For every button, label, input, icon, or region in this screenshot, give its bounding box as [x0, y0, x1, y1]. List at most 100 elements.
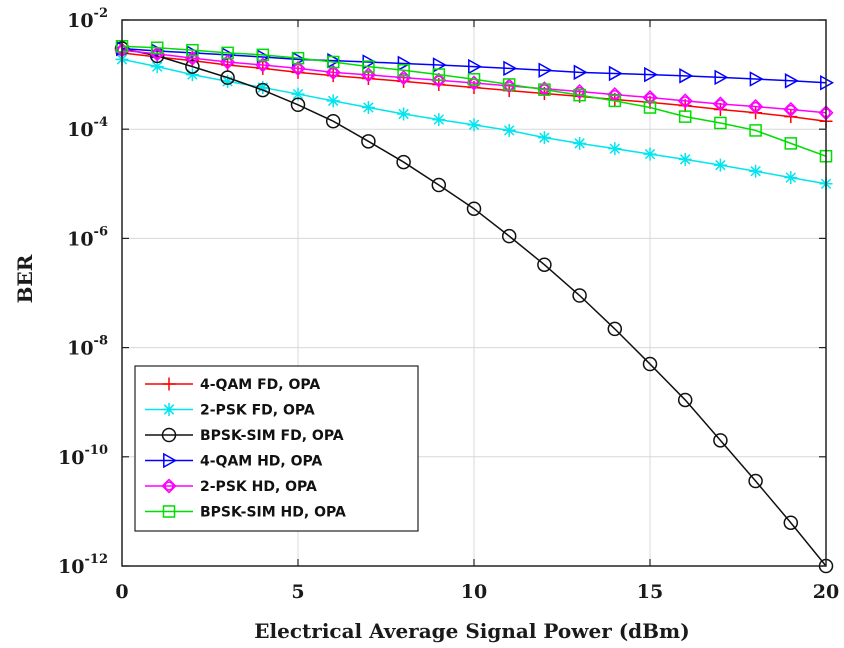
data-point [680, 96, 690, 106]
data-point [466, 75, 482, 91]
data-point [712, 96, 728, 112]
data-point [502, 78, 516, 91]
data-point [466, 201, 482, 216]
legend: 4-QAM FD, OPA 2-PSK FD, OPA BPSK-SIM FD, O… [134, 365, 419, 532]
data-point [149, 46, 165, 62]
data-point [608, 142, 622, 156]
x-tick-label: 15 [637, 581, 663, 603]
data-point [328, 67, 338, 77]
legend-label: 4-QAM FD, OPA [200, 377, 320, 393]
data-point [325, 64, 341, 80]
data-point [220, 54, 236, 70]
x-tick-label: 20 [813, 581, 839, 603]
data-point [185, 59, 200, 74]
data-point [537, 257, 552, 272]
data-point [187, 53, 198, 63]
data-point [361, 100, 375, 114]
data-point [750, 101, 761, 112]
data-point [291, 87, 305, 101]
data-point [397, 55, 412, 72]
data-point [293, 63, 303, 74]
data-point [325, 113, 341, 129]
data-point [397, 64, 410, 77]
data-point [432, 68, 446, 81]
plot-series [114, 40, 835, 574]
data-point [783, 101, 799, 118]
series-line [121, 49, 827, 114]
data-point [644, 66, 659, 83]
data-point [150, 41, 164, 55]
data-point [255, 57, 271, 73]
data-point [431, 177, 447, 193]
data-point [713, 433, 728, 448]
x-axis-title: Electrical Average Signal Power (dBm) [254, 619, 689, 643]
data-point [161, 427, 177, 443]
series-2 [115, 52, 833, 191]
data-point [162, 377, 176, 391]
data-point [361, 134, 376, 149]
data-point [432, 113, 446, 127]
x-tick-label: 5 [291, 581, 304, 603]
legend-entry: BPSK-SIM FD, OPA [145, 427, 344, 444]
y-tick-label: 10-6 [67, 224, 108, 250]
data-point [677, 93, 693, 109]
data-point [783, 515, 799, 530]
y-tick-labels: 10-2 10-4 10-6 10-8 10-10 10-12 [58, 6, 108, 578]
data-point [573, 88, 586, 102]
data-point [715, 99, 726, 109]
data-point [677, 392, 693, 408]
data-point [678, 110, 692, 123]
data-point [467, 73, 481, 86]
data-point [290, 60, 306, 76]
data-point [643, 147, 657, 161]
data-point [186, 43, 199, 57]
legend-entry: 4-QAM FD, OPA [145, 377, 320, 393]
data-point [608, 94, 622, 108]
data-point [256, 48, 270, 62]
data-point [784, 73, 799, 89]
data-point [150, 60, 164, 74]
legend-entry: 2-PSK HD, OPA [145, 478, 317, 495]
data-point [502, 123, 516, 137]
data-point [397, 107, 411, 121]
y-tick-label: 10-10 [58, 443, 108, 469]
data-point [326, 94, 340, 108]
legend-label: BPSK-SIM FD, OPA [200, 428, 344, 444]
legend-box [134, 365, 419, 532]
data-point [537, 131, 551, 145]
data-point [220, 70, 235, 85]
y-tick-label: 10-2 [67, 6, 108, 32]
data-point [538, 62, 553, 79]
legend-label: BPSK-SIM HD, OPA [200, 505, 346, 521]
y-tick-label: 10-8 [67, 334, 108, 360]
data-point [255, 82, 271, 98]
legend-entry: BPSK-SIM HD, OPA [145, 505, 346, 521]
data-point [713, 158, 727, 172]
data-point [256, 81, 270, 95]
data-point [786, 104, 796, 115]
data-point [161, 478, 177, 494]
data-point [608, 65, 623, 82]
data-point [749, 71, 764, 87]
legend-label: 4-QAM HD, OPA [200, 454, 323, 470]
data-point [749, 124, 762, 137]
data-point [291, 51, 305, 65]
data-point [784, 171, 798, 185]
data-point [642, 356, 658, 372]
data-point [467, 118, 481, 132]
series-3 [114, 41, 834, 574]
data-point [643, 101, 657, 114]
y-tick-label: 10-4 [67, 115, 108, 141]
series-line [121, 47, 827, 567]
data-point [748, 98, 764, 115]
data-point [162, 505, 176, 518]
data-point [538, 83, 551, 96]
data-point [642, 89, 658, 106]
data-point [607, 321, 623, 337]
data-point [501, 228, 517, 244]
legend-label: 2-PSK HD, OPA [200, 479, 317, 495]
data-point [363, 70, 374, 80]
data-point [714, 116, 727, 130]
legend-entry: 2-PSK FD, OPA [145, 403, 315, 419]
data-point [678, 152, 692, 166]
